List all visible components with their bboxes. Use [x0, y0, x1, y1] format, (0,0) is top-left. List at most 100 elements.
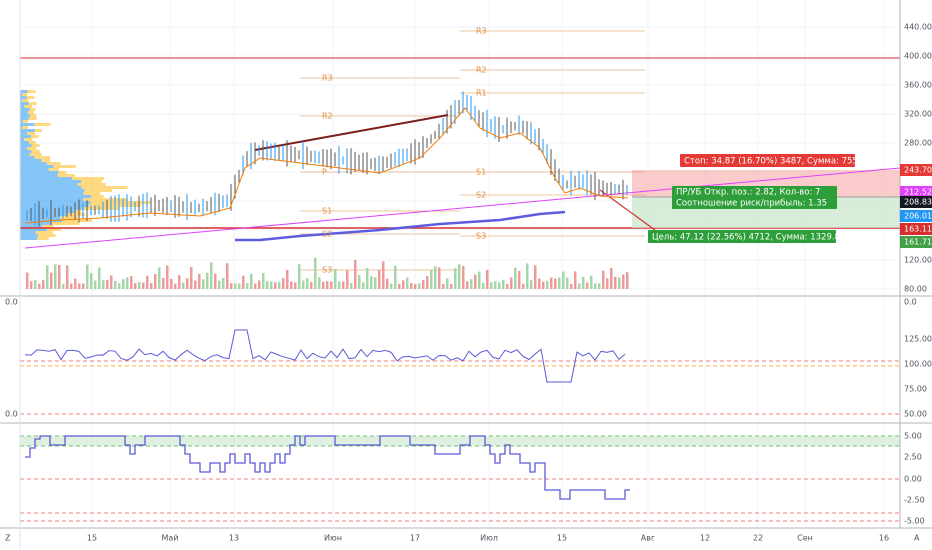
volume-profile — [20, 105, 25, 108]
volume-bar — [266, 281, 269, 289]
volume-bar — [382, 261, 385, 289]
volume-bar — [250, 273, 253, 289]
volume-profile — [20, 219, 62, 222]
volume-profile — [41, 159, 51, 162]
volume-bar — [362, 282, 365, 289]
pivot-label: P — [322, 168, 327, 177]
volume-bar — [538, 278, 541, 289]
volume-profile — [20, 90, 28, 93]
volume-bar — [302, 280, 305, 289]
volume-bar — [102, 280, 105, 289]
volume-bar — [522, 283, 525, 289]
volume-profile — [27, 111, 34, 114]
volume-bar — [154, 274, 157, 289]
volume-profile — [48, 168, 59, 171]
volume-bar — [394, 265, 397, 289]
volume-bar — [106, 279, 109, 289]
volume-bar — [466, 281, 469, 289]
volume-bar — [46, 265, 49, 289]
volume-profile — [35, 231, 53, 234]
volume-profile — [28, 102, 37, 105]
time-tick-label: 15 — [557, 534, 567, 543]
price-badge-label: 206.01 — [904, 212, 932, 221]
volume-profile — [20, 171, 59, 174]
volume-profile — [31, 144, 40, 147]
volume-bar — [66, 265, 69, 289]
volume-bar — [514, 267, 517, 289]
volume-bar — [62, 283, 65, 289]
volume-bar — [406, 277, 409, 289]
pivot-label: S2 — [476, 191, 486, 200]
volume-bar — [90, 273, 93, 289]
volume-profile — [20, 189, 85, 192]
volume-profile — [61, 219, 92, 222]
volume-profile — [20, 144, 32, 147]
price-badge-label: 208.83 — [904, 198, 932, 207]
volume-bar — [282, 278, 285, 289]
volume-bar — [230, 283, 233, 289]
volume-profile — [20, 147, 27, 150]
labels: 440.00400.00360.00320.00280.00120.0080.0… — [5, 23, 932, 543]
volume-profile — [20, 201, 91, 204]
volume-bar — [366, 267, 369, 289]
volume-bar — [526, 263, 529, 289]
time-tick-label: Май — [161, 534, 178, 543]
volume-profile — [20, 228, 47, 231]
volume-profile — [83, 198, 128, 201]
panel-value: 0.0 — [5, 298, 18, 307]
volume-profile — [27, 132, 36, 135]
volume-bar — [542, 281, 545, 289]
volume-bar — [482, 282, 485, 289]
volume-profile — [20, 153, 30, 156]
volume-bar — [590, 275, 593, 289]
volume-bar — [474, 274, 477, 289]
volume-bar — [326, 281, 329, 289]
volume-bar — [586, 282, 589, 289]
volume-bar — [606, 278, 609, 289]
volume-profile — [31, 135, 39, 138]
osc-tick-label: 75.00 — [904, 385, 927, 394]
volume-bar — [198, 273, 201, 289]
volume-bar — [486, 269, 489, 289]
volume-bar — [258, 280, 261, 289]
volume-bar — [410, 282, 413, 289]
pivot-label: S2 — [322, 230, 332, 239]
volume-bar — [602, 270, 605, 289]
price-tick-label: 120.00 — [904, 256, 932, 265]
volume-profile — [20, 159, 42, 162]
volume-bar — [238, 283, 241, 289]
volume-bar — [150, 283, 153, 289]
osc-tick-label: 5.00 — [904, 432, 922, 441]
volume-profile — [20, 177, 73, 180]
volume-bar — [510, 277, 513, 289]
volume-bar — [374, 277, 377, 289]
volume-profile — [20, 231, 36, 234]
volume-bar — [138, 281, 141, 289]
volume-bar — [438, 267, 441, 289]
volume-bar — [234, 283, 237, 289]
volume-profile — [20, 156, 35, 159]
volume-bar — [162, 277, 165, 289]
time-tick-label: Авг — [641, 534, 655, 543]
trend-line — [24, 167, 901, 249]
volume-bar — [398, 283, 401, 289]
corner-label[interactable]: A — [914, 534, 920, 543]
volume-profile — [83, 192, 101, 195]
volume-profile — [20, 216, 60, 219]
volume-bar — [370, 276, 373, 289]
osc-tick-label: -5.00 — [904, 517, 925, 526]
volume-profile — [53, 165, 76, 168]
corner-label[interactable]: Z — [5, 534, 11, 543]
volume-profile — [37, 234, 56, 237]
volume-bar — [98, 267, 101, 289]
volume-bar — [146, 275, 149, 289]
volume-profile — [42, 225, 54, 228]
volume-bar — [130, 276, 133, 289]
volume-profile — [57, 174, 75, 177]
time-tick-label: 22 — [753, 534, 763, 543]
time-tick-label: 16 — [879, 534, 889, 543]
volume-profile — [20, 234, 38, 237]
volume-profile — [20, 225, 43, 228]
target-label: Цель: 47.12 (22.56%) 4712, Сумма: 1329.8… — [652, 233, 845, 243]
volume-profile — [20, 162, 47, 165]
